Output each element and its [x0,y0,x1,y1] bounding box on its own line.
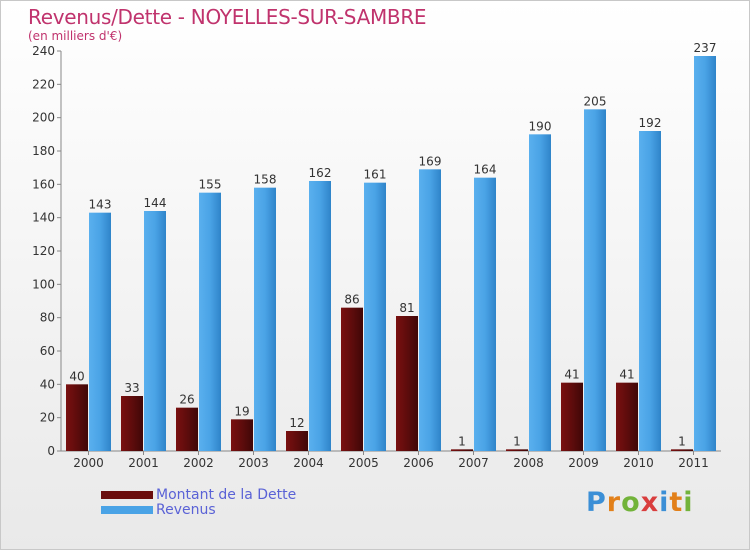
x-tick-label: 2010 [623,456,654,470]
x-tick-label: 2006 [403,456,434,470]
x-tick-label: 2005 [348,456,379,470]
y-tick-label: 80 [40,311,55,325]
bar-revenus [144,211,166,451]
bar-dette [451,449,473,451]
data-label-revenus: 144 [144,196,167,210]
legend-label-revenus: Revenus [156,501,216,518]
data-label-revenus: 169 [419,154,442,168]
bar-dette [176,407,198,451]
data-label-revenus: 158 [254,173,277,187]
y-tick-label: 160 [32,177,55,191]
bar-revenus [89,212,111,451]
x-tick-label: 2008 [513,456,544,470]
y-tick-label: 40 [40,377,55,391]
x-tick-label: 2000 [73,456,104,470]
legend-label-dette: Montant de la Dette [156,486,297,503]
y-tick-label: 20 [40,411,55,425]
data-label-revenus: 162 [309,166,332,180]
y-tick-label: 0 [47,444,55,458]
bar-revenus [364,182,386,451]
y-tick-label: 240 [32,44,55,58]
bar-revenus [309,181,331,451]
chart-subtitle: (en milliers d'€) [28,29,123,43]
bar-revenus [529,134,551,452]
data-label-dette: 40 [69,369,84,383]
bar-revenus [694,56,716,451]
data-label-dette: 1 [678,434,686,448]
y-tick-label: 120 [32,244,55,258]
data-label-dette: 19 [234,404,249,418]
y-tick-label: 100 [32,277,55,291]
data-label-revenus: 237 [694,41,717,55]
data-label-dette: 26 [179,393,194,407]
bar-dette [561,382,583,451]
data-label-revenus: 143 [89,198,112,212]
x-tick-label: 2009 [568,456,599,470]
data-label-revenus: 155 [199,178,222,192]
bar-revenus [419,169,441,452]
x-tick-label: 2003 [238,456,269,470]
data-label-dette: 33 [124,381,139,395]
bar-dette [231,419,253,451]
bar-dette [66,384,88,451]
bar-dette [396,316,418,451]
data-label-revenus: 164 [474,163,497,177]
y-tick-label: 60 [40,344,55,358]
x-tick-label: 2004 [293,456,324,470]
bar-dette [616,382,638,451]
data-label-dette: 41 [564,368,579,382]
data-label-dette: 12 [289,416,304,430]
y-tick-label: 140 [32,211,55,225]
y-tick-label: 200 [32,111,55,125]
x-tick-label: 2007 [458,456,489,470]
bar-dette [121,396,143,451]
proxiti-logo: Proxiti [586,487,694,518]
data-label-revenus: 205 [584,94,607,108]
legend-item-dette: Montant de la Dette [101,486,297,503]
chart-title: Revenus/Dette - NOYELLES-SUR-SAMBRE [28,5,427,29]
bar-revenus [584,109,606,451]
data-label-dette: 86 [344,293,359,307]
bar-revenus [639,131,661,451]
bar-revenus [254,187,276,451]
legend: Montant de la Dette Revenus [101,486,297,518]
data-label-revenus: 190 [529,119,552,133]
data-label-dette: 1 [513,434,521,448]
y-tick-label: 180 [32,144,55,158]
legend-item-revenus: Revenus [101,501,296,518]
data-label-revenus: 161 [364,168,387,182]
data-label-dette: 41 [619,368,634,382]
bar-revenus [199,192,221,451]
bar-dette [341,307,363,451]
data-label-revenus: 192 [639,116,662,130]
data-label-dette: 81 [399,301,414,315]
bar-dette [506,449,528,451]
bar-dette [286,431,308,451]
bar-dette [671,449,693,451]
y-tick-label: 220 [32,77,55,91]
data-label-dette: 1 [458,434,466,448]
x-tick-label: 2001 [128,456,159,470]
x-tick-label: 2011 [678,456,709,470]
legend-swatch-revenus [101,505,153,514]
bar-revenus [474,177,496,451]
legend-swatch-dette [101,490,153,499]
x-tick-label: 2002 [183,456,214,470]
